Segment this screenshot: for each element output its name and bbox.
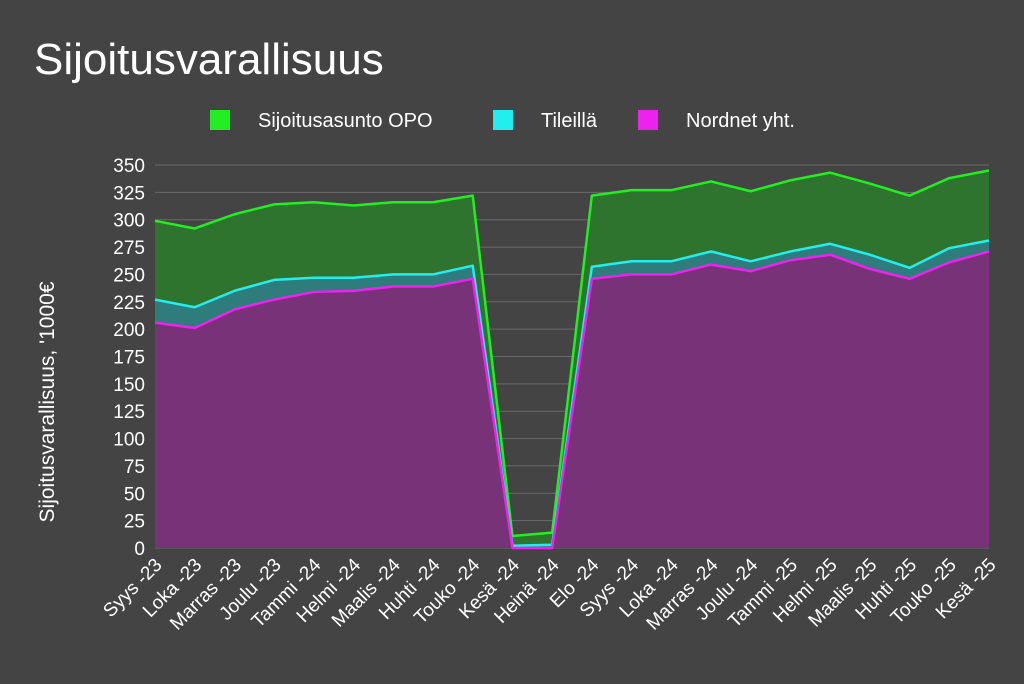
plot-lines [154, 169, 990, 550]
legend-label: Nordnet yht. [686, 110, 795, 132]
y-tick-label: 50 [124, 484, 145, 505]
y-tick-label: 125 [113, 402, 145, 423]
y-tick-label: 275 [113, 238, 145, 259]
y-tick-label: 225 [113, 293, 145, 314]
y-tick-label: 325 [113, 183, 145, 204]
y-tick-label: 0 [134, 539, 145, 560]
y-tick-label: 75 [124, 457, 145, 478]
legend-swatch [493, 110, 513, 130]
y-axis-label: Sijoitusvarallisuus, '1000€ [36, 281, 59, 522]
y-tick-label: 200 [113, 320, 145, 341]
legend-swatch [638, 110, 658, 130]
y-axis-ticks: 0 25 50 75 100 125 150 175 200 225 250 275 300 325 350 [113, 156, 145, 560]
y-tick-label: 350 [113, 156, 145, 177]
line-series-2 [154, 250, 990, 550]
legend-swatch [210, 110, 230, 130]
legend-label: Tileillä [541, 110, 598, 132]
legend: Sijoitusasunto OPO Tileillä Nordnet yht. [210, 110, 795, 132]
legend-label: Sijoitusasunto OPO [258, 110, 433, 132]
y-tick-label: 25 [124, 512, 145, 533]
plot-areas [155, 170, 989, 548]
line-series-0 [154, 169, 990, 538]
y-tick-label: 150 [113, 375, 145, 396]
y-tick-label: 300 [113, 211, 145, 232]
chart-title: Sijoitusvarallisuus [34, 35, 384, 84]
y-tick-label: 175 [113, 348, 145, 369]
area-series-2 [155, 251, 989, 548]
y-tick-label: 100 [113, 430, 145, 451]
y-tick-label: 250 [113, 265, 145, 286]
